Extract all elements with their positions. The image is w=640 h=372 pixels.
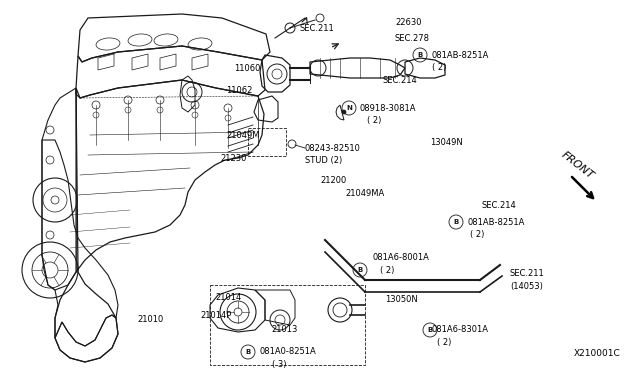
Text: 08918-3081A: 08918-3081A <box>360 103 417 112</box>
Text: ( 2): ( 2) <box>432 62 446 71</box>
Text: SEC.278: SEC.278 <box>395 33 430 42</box>
Text: 13049N: 13049N <box>430 138 463 147</box>
Text: SEC.211: SEC.211 <box>510 269 545 279</box>
Text: B: B <box>245 349 251 355</box>
Text: 13050N: 13050N <box>385 295 418 305</box>
Text: 081AB-8251A: 081AB-8251A <box>432 51 490 60</box>
Text: 081AB-8251A: 081AB-8251A <box>468 218 525 227</box>
Text: 081A6-8001A: 081A6-8001A <box>373 253 430 263</box>
Text: 11060: 11060 <box>234 64 260 73</box>
Text: SEC.211: SEC.211 <box>300 23 335 32</box>
Text: 21049MA: 21049MA <box>345 189 384 198</box>
Text: FRONT: FRONT <box>560 150 596 181</box>
Text: 08243-82510: 08243-82510 <box>305 144 361 153</box>
Circle shape <box>342 110 346 114</box>
Text: X210001C: X210001C <box>573 349 620 358</box>
Text: 081A6-8301A: 081A6-8301A <box>432 326 489 334</box>
Text: ( 2): ( 2) <box>470 230 484 238</box>
Text: 081A0-8251A: 081A0-8251A <box>260 347 317 356</box>
Text: 21013: 21013 <box>272 326 298 334</box>
Text: SEC.214: SEC.214 <box>383 76 418 84</box>
Text: (14053): (14053) <box>510 282 543 291</box>
Text: N: N <box>346 105 352 111</box>
Text: B: B <box>453 219 459 225</box>
Text: B: B <box>357 267 363 273</box>
Text: 22630: 22630 <box>395 17 422 26</box>
Text: ( 2): ( 2) <box>367 115 381 125</box>
Text: ( 3): ( 3) <box>272 359 287 369</box>
Text: 21014: 21014 <box>216 294 242 302</box>
Text: ( 2): ( 2) <box>380 266 394 275</box>
Text: 11062: 11062 <box>226 86 252 94</box>
Text: 21049M: 21049M <box>227 131 260 140</box>
Text: STUD (2): STUD (2) <box>305 155 342 164</box>
Text: 21014P: 21014P <box>200 311 232 321</box>
Text: 21230: 21230 <box>221 154 247 163</box>
Text: ( 2): ( 2) <box>437 337 451 346</box>
Text: SEC.214: SEC.214 <box>482 201 516 209</box>
Text: 21010: 21010 <box>138 315 164 324</box>
Text: B: B <box>417 52 422 58</box>
Text: 21200: 21200 <box>320 176 346 185</box>
Text: B: B <box>428 327 433 333</box>
